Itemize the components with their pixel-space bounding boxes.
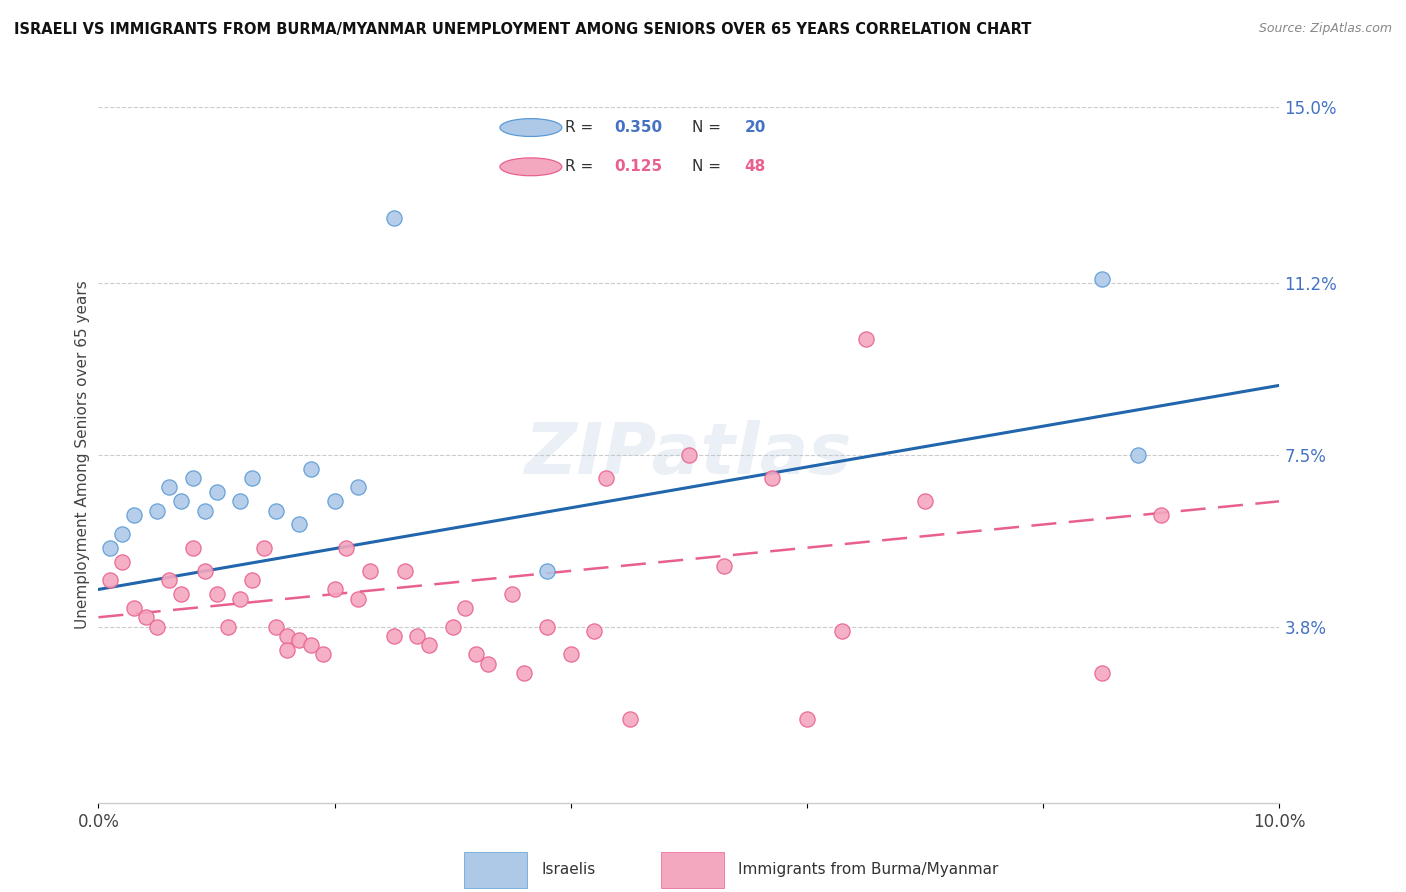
Point (264, 619, 287, 633)
Point (560, 648, 582, 662)
Point (453, 601, 475, 615)
Text: 0.350: 0.350 (614, 120, 662, 135)
Point (264, 503, 287, 517)
Point (477, 657, 499, 671)
Point (240, 573, 263, 587)
Point (122, 601, 145, 615)
Circle shape (501, 158, 562, 176)
Point (276, 629, 298, 643)
Point (229, 494, 252, 508)
Point (240, 471, 263, 485)
Point (619, 712, 641, 726)
Point (796, 712, 818, 726)
Point (217, 619, 239, 633)
Point (536, 564, 558, 578)
Point (831, 624, 853, 639)
Point (122, 508, 145, 523)
Point (157, 480, 180, 494)
Point (512, 665, 534, 680)
Y-axis label: Unemployment Among Seniors over 65 years: Unemployment Among Seniors over 65 years (75, 281, 90, 629)
Text: Israelis: Israelis (541, 863, 596, 877)
Point (111, 526, 134, 541)
Point (288, 633, 311, 648)
Point (382, 629, 405, 643)
Text: N =: N = (692, 120, 725, 135)
Text: Source: ZipAtlas.com: Source: ZipAtlas.com (1258, 22, 1392, 36)
Point (583, 624, 606, 639)
Point (253, 541, 276, 555)
Point (1126, 448, 1149, 462)
Point (229, 591, 252, 606)
Point (347, 480, 370, 494)
Point (299, 462, 322, 476)
Point (299, 638, 322, 652)
Point (98, 541, 121, 555)
Point (146, 503, 169, 517)
Point (194, 564, 217, 578)
Text: R =: R = (565, 120, 598, 135)
Point (406, 629, 429, 643)
Point (146, 619, 169, 633)
Text: 20: 20 (744, 120, 766, 135)
Point (157, 573, 180, 587)
Text: ZIPatlas: ZIPatlas (526, 420, 852, 490)
Point (501, 587, 523, 601)
Point (111, 555, 134, 569)
Point (323, 494, 346, 508)
Point (170, 587, 193, 601)
Point (914, 494, 936, 508)
Text: R =: R = (565, 160, 603, 174)
Point (323, 582, 346, 597)
Point (382, 211, 405, 226)
Point (1150, 508, 1173, 523)
Point (98, 573, 121, 587)
Text: 48: 48 (744, 160, 766, 174)
Point (394, 564, 416, 578)
Point (761, 471, 783, 485)
Point (678, 448, 700, 462)
Point (181, 541, 204, 555)
Point (288, 517, 311, 532)
Point (1091, 271, 1114, 285)
Point (170, 494, 193, 508)
Point (312, 648, 335, 662)
Point (347, 591, 370, 606)
Point (855, 332, 877, 346)
Point (181, 471, 204, 485)
Point (713, 559, 735, 574)
Point (135, 610, 157, 624)
Point (335, 541, 357, 555)
Point (359, 564, 381, 578)
Point (441, 619, 464, 633)
Text: ISRAELI VS IMMIGRANTS FROM BURMA/MYANMAR UNEMPLOYMENT AMONG SENIORS OVER 65 YEAR: ISRAELI VS IMMIGRANTS FROM BURMA/MYANMAR… (14, 22, 1032, 37)
Point (205, 587, 228, 601)
Point (205, 485, 228, 500)
Point (1091, 665, 1114, 680)
Point (465, 648, 488, 662)
Point (276, 642, 298, 657)
Point (595, 471, 617, 485)
Point (194, 503, 217, 517)
Point (536, 619, 558, 633)
Text: Immigrants from Burma/Myanmar: Immigrants from Burma/Myanmar (738, 863, 998, 877)
Circle shape (501, 119, 562, 136)
Text: N =: N = (692, 160, 725, 174)
Text: 0.125: 0.125 (614, 160, 662, 174)
Point (418, 638, 440, 652)
